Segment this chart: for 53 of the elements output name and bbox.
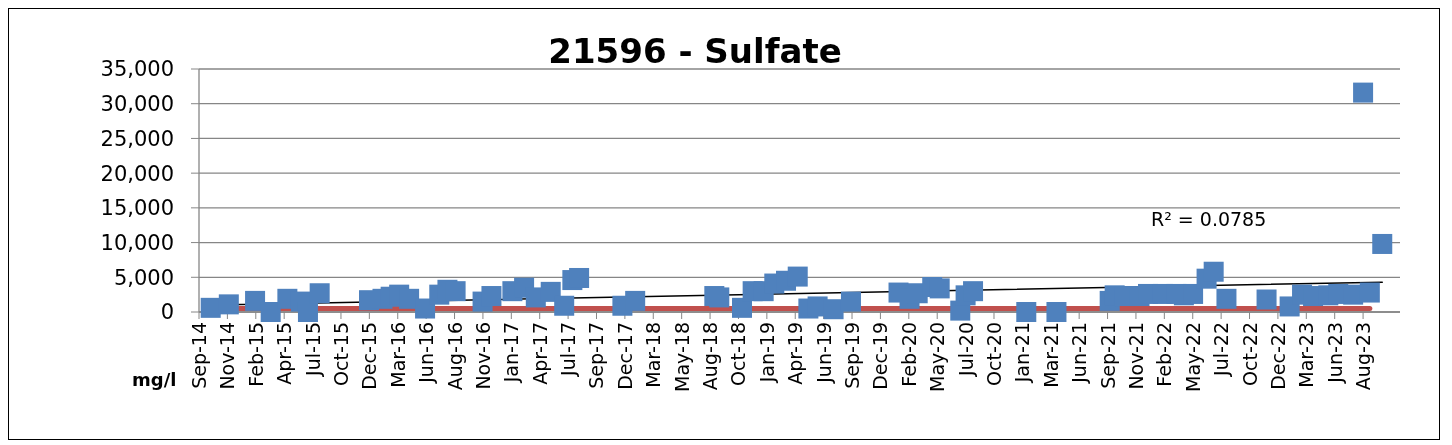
x-tick-label: Jul-22 — [1210, 322, 1233, 377]
x-tick-label: Sep-14 — [188, 322, 210, 389]
x-tick-label: Dec-17 — [613, 322, 636, 390]
x-tick-label: Oct-22 — [1238, 322, 1261, 386]
y-tick-label: 25,000 — [100, 126, 174, 151]
x-tick-label: Jun-19 — [812, 322, 835, 384]
x-tick-label: Nov-14 — [216, 322, 239, 390]
x-tick-label: Jul-15 — [301, 322, 324, 377]
x-tick-label: Feb-20 — [897, 322, 920, 387]
x-tick-label: Jun-16 — [415, 322, 438, 384]
x-tick-label: Dec-15 — [358, 322, 381, 390]
x-tick-label: Aug-18 — [699, 322, 722, 391]
x-tick-label: Jun-21 — [1068, 322, 1091, 384]
y-tick-label: 0 — [160, 300, 174, 325]
y-tick-label: 10,000 — [100, 231, 174, 256]
x-tick-label: Mar-23 — [1295, 322, 1318, 388]
y-tick-label: 5,000 — [113, 265, 174, 290]
x-tick-label: Feb-15 — [244, 322, 267, 387]
x-tick-label: Jun-23 — [1323, 322, 1346, 384]
x-tick-label: Mar-18 — [642, 322, 665, 388]
x-tick-label: Mar-16 — [386, 322, 409, 388]
x-tick-label: Nov-21 — [1124, 322, 1147, 390]
x-tick-label: May-20 — [926, 322, 949, 392]
x-tick-label: Oct-20 — [982, 322, 1005, 386]
x-tick-label: Sep-17 — [585, 322, 608, 389]
x-tick-label: Apr-17 — [528, 322, 551, 385]
y-tick-label: 35,000 — [100, 57, 174, 82]
y-tick-label: 30,000 — [100, 92, 174, 117]
chart-title: 21596 - Sulfate — [547, 31, 843, 71]
annotation: R² = 0.0785 — [1151, 208, 1267, 230]
y-tick-label: 15,000 — [100, 196, 174, 221]
x-tick-label: Apr-19 — [784, 322, 807, 385]
x-tick-label: Jul-20 — [954, 322, 977, 377]
x-tick-label: Jan-19 — [755, 322, 778, 384]
x-tick-label: Aug-16 — [443, 322, 466, 391]
x-tick-label: Dec-19 — [869, 322, 892, 390]
y-axis-title: mg/l — [132, 369, 177, 390]
x-tick-label: Jan-17 — [500, 322, 523, 384]
x-tick-label: Nov-16 — [471, 322, 494, 390]
x-tick-label: May-22 — [1181, 322, 1204, 392]
x-tick-label: Dec-22 — [1266, 322, 1289, 390]
x-tick-label: May-18 — [670, 322, 693, 392]
x-tick-label: Aug-23 — [1352, 322, 1375, 391]
y-tick-label: 20,000 — [100, 161, 174, 186]
x-tick-label: Sep-21 — [1096, 322, 1119, 389]
x-tick-label: Apr-15 — [273, 322, 296, 385]
x-tick-label: Mar-21 — [1039, 322, 1062, 388]
x-tick-label: Oct-15 — [329, 322, 352, 386]
x-tick-label: Oct-18 — [727, 322, 750, 386]
x-tick-label: Sep-19 — [841, 322, 864, 389]
x-tick-label: Jul-17 — [557, 322, 580, 377]
x-tick-label: Feb-22 — [1153, 322, 1176, 387]
x-tick-label: Jan-21 — [1011, 322, 1034, 384]
